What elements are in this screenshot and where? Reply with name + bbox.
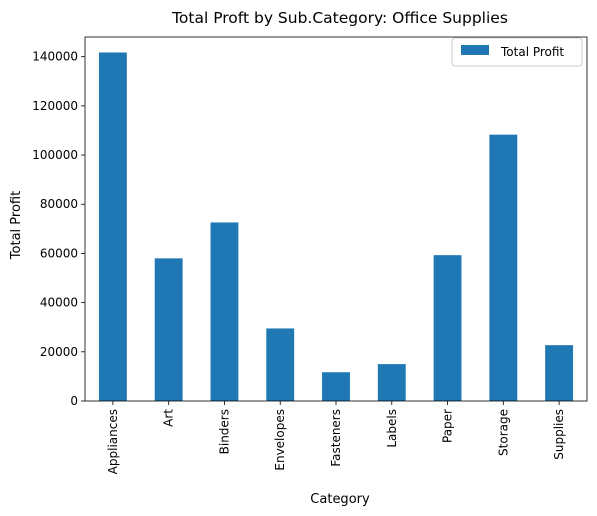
y-tick-label: 140000 — [32, 50, 78, 64]
x-tick-label: Envelopes — [273, 409, 287, 471]
y-axis-ticks: 0 20000 40000 60000 80000 100000 120000 140000 — [32, 50, 85, 408]
y-tick-label: 40000 — [40, 296, 78, 310]
x-tick-label: Binders — [217, 409, 231, 454]
bar-storage — [489, 135, 517, 401]
y-tick-label: 80000 — [40, 197, 78, 211]
y-tick-label: 100000 — [32, 148, 78, 162]
bar-envelopes — [266, 328, 294, 401]
x-tick-label: Labels — [385, 409, 399, 448]
legend-label: Total Profit — [500, 45, 564, 59]
y-tick-label: 120000 — [32, 99, 78, 113]
x-tick-label: Appliances — [106, 409, 120, 474]
y-tick-label: 0 — [70, 394, 78, 408]
bar-binders — [211, 222, 239, 401]
bar-paper — [434, 255, 462, 401]
bar-fasteners — [322, 372, 350, 401]
x-tick-label: Storage — [496, 409, 510, 456]
x-tick-label: Fasteners — [329, 409, 343, 467]
bar-supplies — [545, 345, 573, 401]
bar-art — [155, 258, 183, 401]
legend-swatch — [461, 45, 489, 55]
y-axis-label: Total Profit — [9, 191, 24, 260]
y-tick-label: 20000 — [40, 345, 78, 359]
legend: Total Profit — [452, 38, 582, 66]
bar-labels — [378, 364, 406, 401]
bar-appliances — [99, 52, 127, 401]
y-tick-label: 60000 — [40, 246, 78, 260]
x-tick-label: Paper — [441, 409, 455, 443]
bars-group — [99, 52, 573, 401]
chart-title: Total Proft by Sub.Category: Office Supp… — [171, 9, 508, 27]
x-axis-label: Category — [310, 492, 370, 507]
x-tick-label: Supplies — [552, 409, 566, 460]
x-axis-ticks: Appliances Art Binders Envelopes Fasteners La… — [106, 401, 566, 474]
x-tick-label: Art — [162, 409, 176, 427]
